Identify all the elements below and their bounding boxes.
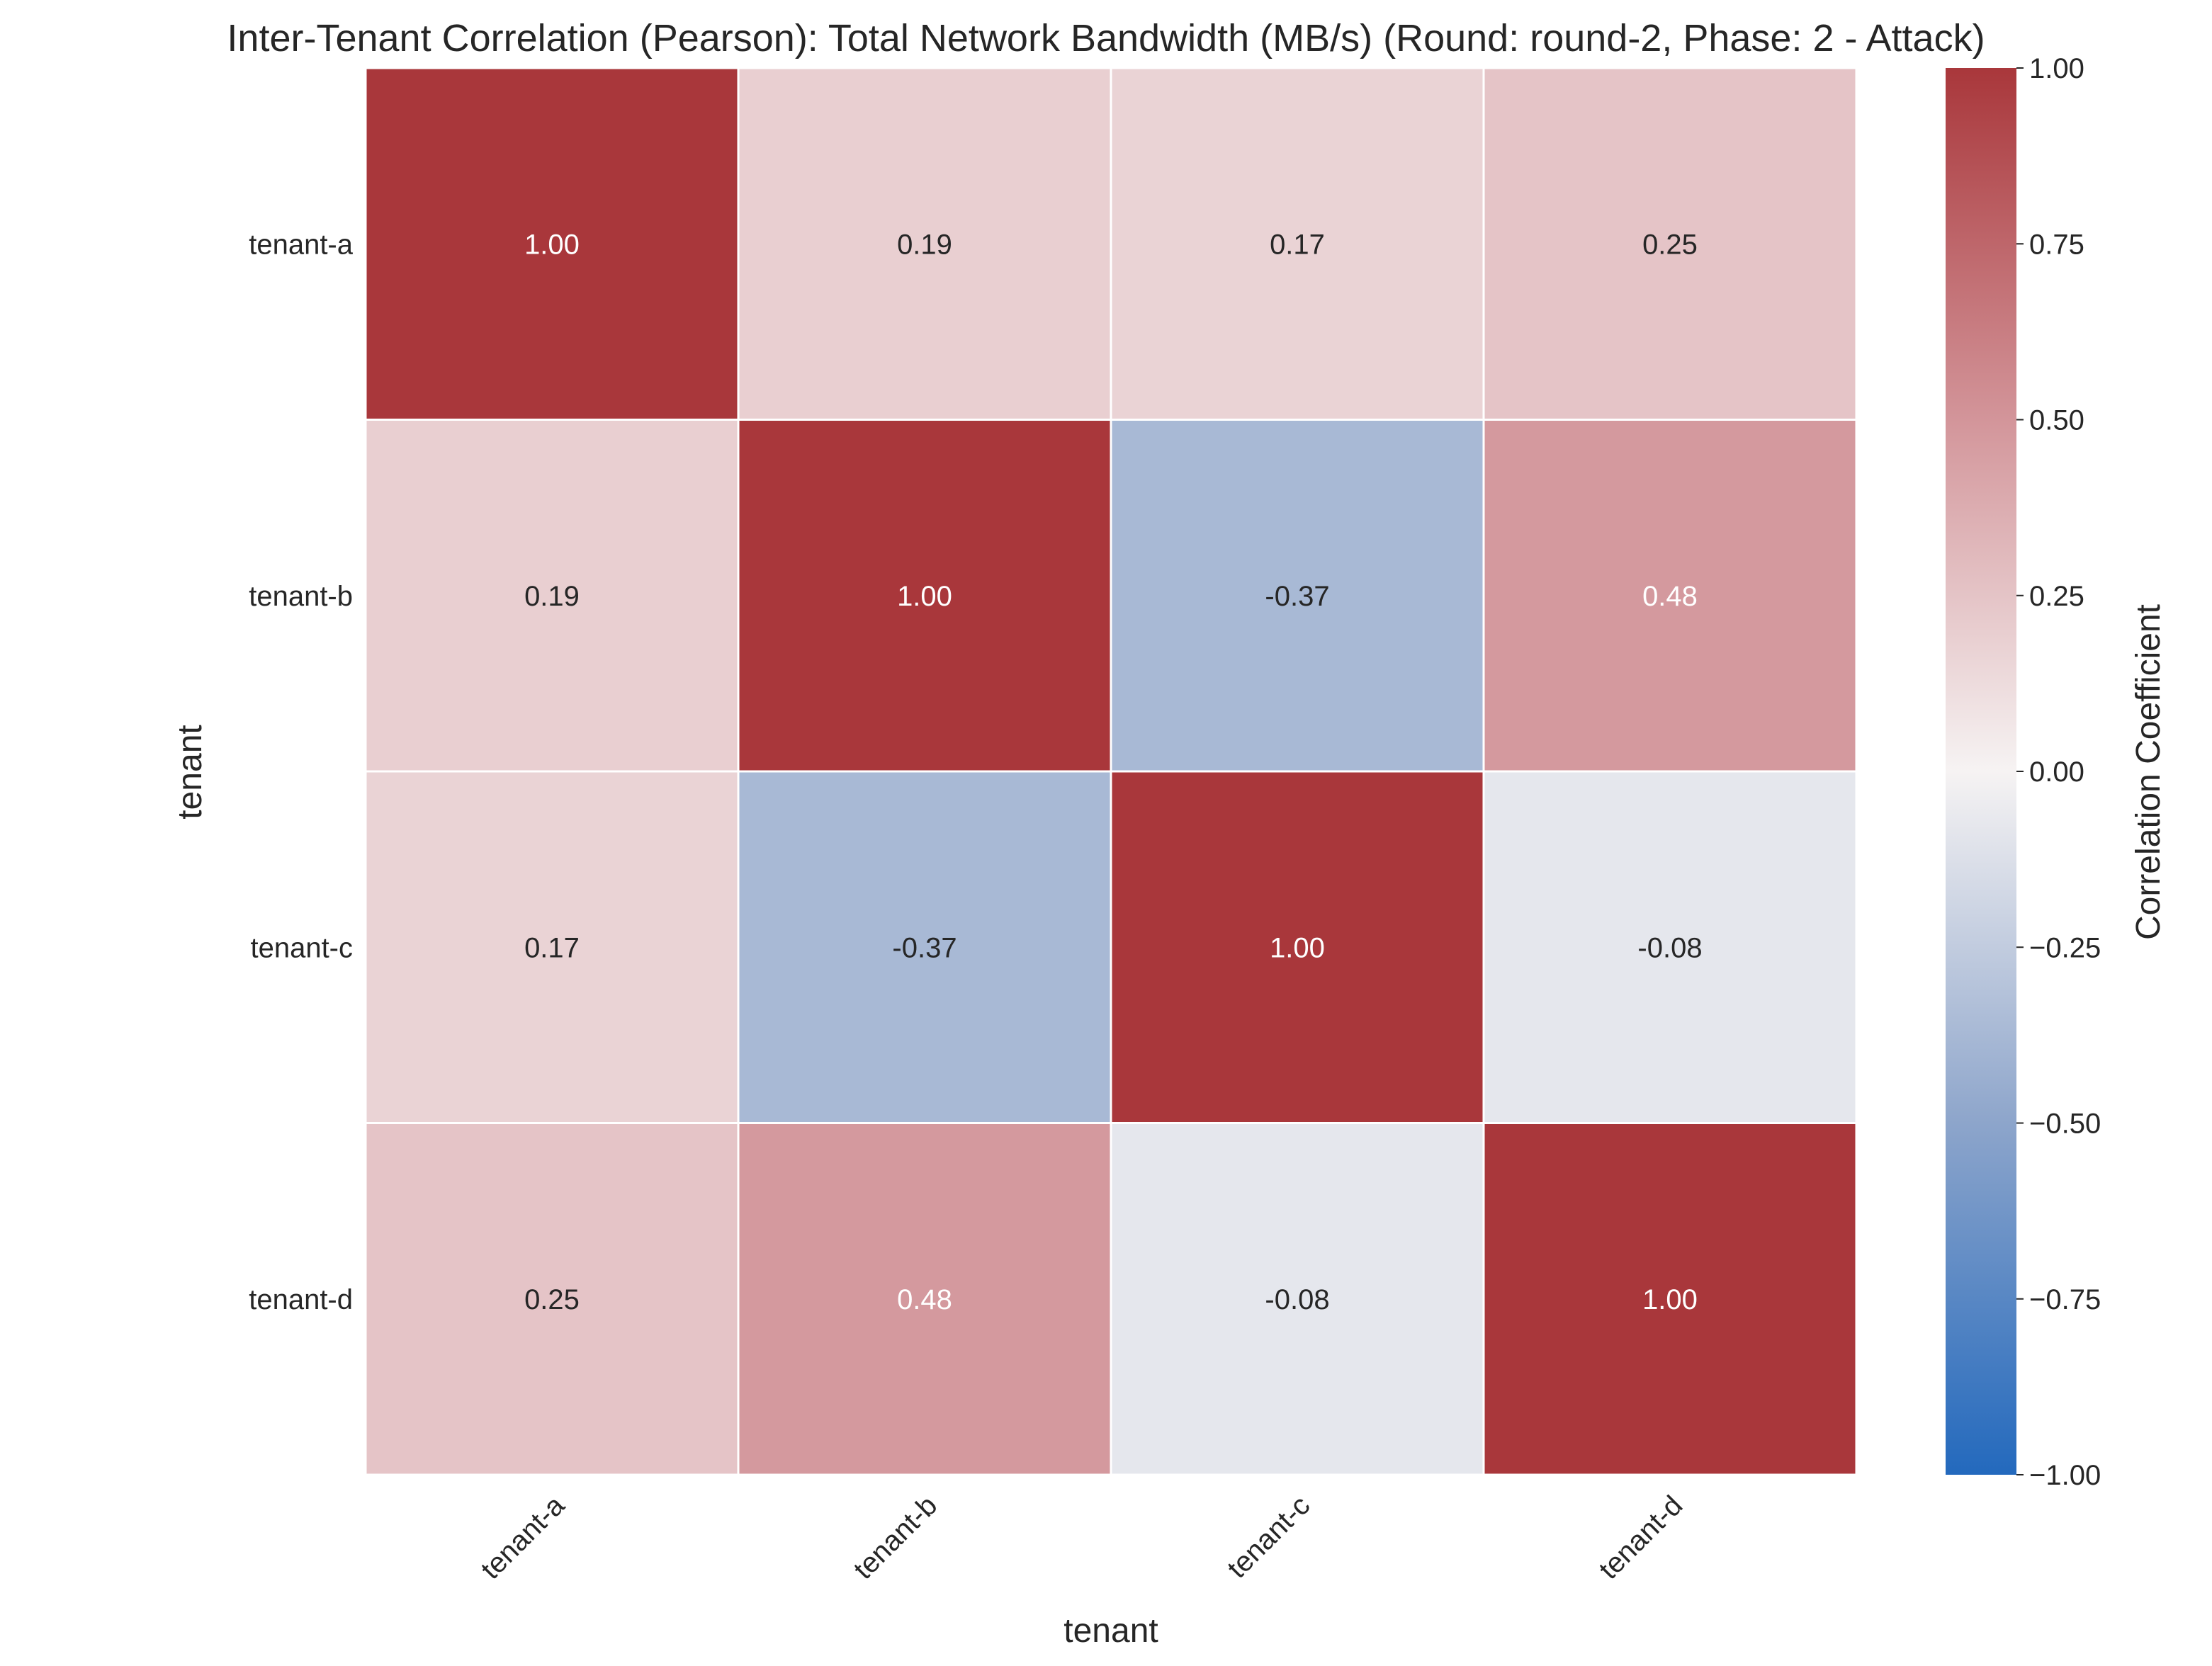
x-axis-label: tenant	[1063, 1612, 1158, 1650]
colorbar-tick-label: −0.50	[2029, 1109, 2101, 1140]
y-tick-labels: tenant-a tenant-b tenant-c tenant-d	[249, 229, 354, 1315]
heatmap-cell-tenant-b-tenant-c	[1110, 419, 1485, 773]
heatmap-cell-tenant-a-tenant-d	[1482, 67, 1858, 421]
cell-value-label: 0.25	[524, 1284, 580, 1315]
heatmap-cell-tenant-b-tenant-a	[364, 419, 740, 773]
x-tick-label: tenant-d	[1593, 1490, 1688, 1585]
heatmap-cell-tenant-d-tenant-a	[364, 1122, 740, 1476]
cell-value-label: 1.00	[1270, 932, 1325, 963]
heatmap-cells	[364, 67, 1858, 1476]
chart-title: Inter-Tenant Correlation (Pearson): Tota…	[227, 17, 1985, 60]
colorbar-tick-label: 0.75	[2029, 229, 2084, 260]
cell-value-label: 0.17	[1270, 229, 1325, 260]
cell-value-label: 0.17	[524, 932, 580, 963]
heatmap-cell-tenant-a-tenant-c	[1110, 67, 1485, 421]
colorbar-tick-label: 0.50	[2029, 405, 2084, 436]
colorbar-ticks: 1.00 0.75 0.50 0.25 0.00 −0.25 −0.50 −0.75 −1.00	[2016, 53, 2101, 1491]
colorbar-tick-label: 0.00	[2029, 756, 2084, 788]
x-tick-label: tenant-b	[847, 1490, 943, 1585]
cell-value-label: -0.37	[1265, 581, 1329, 612]
x-tick-labels: tenant-a tenant-b tenant-c tenant-d	[475, 1490, 1688, 1585]
heatmap-cell-tenant-d-tenant-c	[1110, 1122, 1485, 1476]
cell-value-label: 0.48	[897, 1284, 952, 1315]
heatmap-cell-tenant-c-tenant-b	[737, 770, 1112, 1124]
heatmap-cell-tenant-d-tenant-b	[737, 1122, 1112, 1476]
heatmap-cell-tenant-b-tenant-b	[737, 419, 1112, 773]
cell-value-label: -0.37	[892, 932, 957, 963]
colorbar-tick-label: −0.25	[2029, 932, 2101, 963]
cell-value-label: 0.48	[1642, 581, 1698, 612]
y-tick-label: tenant-b	[249, 581, 353, 612]
colorbar-label: Correlation Coefficient	[2130, 604, 2167, 940]
colorbar-tick-label: 1.00	[2029, 53, 2084, 84]
cell-value-label: -0.08	[1265, 1284, 1329, 1315]
heatmap-cell-tenant-b-tenant-d	[1482, 419, 1858, 773]
cell-value-label: 0.25	[1642, 229, 1698, 260]
heatmap-cell-tenant-a-tenant-b	[737, 67, 1112, 421]
cell-value-label: -0.08	[1637, 932, 1702, 963]
colorbar-tick-label: 0.25	[2029, 581, 2084, 612]
colorbar-tick-label: −0.75	[2029, 1284, 2101, 1315]
cell-value-label: 0.19	[897, 229, 952, 260]
x-tick-label: tenant-c	[1221, 1490, 1316, 1584]
colorbar	[1946, 68, 2016, 1475]
heatmap-cell-tenant-c-tenant-d	[1482, 770, 1858, 1124]
cell-value-labels: 1.00 0.19 0.17 0.25 0.19 1.00 -0.37 0.48 0.17 -0.…	[524, 229, 1703, 1315]
cell-value-label: 0.19	[524, 581, 580, 612]
heatmap-cell-tenant-d-tenant-d	[1482, 1122, 1858, 1476]
x-tick-label: tenant-a	[475, 1490, 570, 1585]
cell-value-label: 1.00	[897, 581, 952, 612]
y-tick-label: tenant-d	[249, 1284, 353, 1315]
y-tick-label: tenant-a	[249, 229, 354, 260]
heatmap-cell-tenant-a-tenant-a	[364, 67, 740, 421]
y-tick-label: tenant-c	[250, 932, 353, 963]
cell-value-label: 1.00	[524, 229, 580, 260]
y-axis-label: tenant	[171, 725, 209, 819]
cell-value-label: 1.00	[1642, 1284, 1698, 1315]
colorbar-tick-label: −1.00	[2029, 1460, 2101, 1491]
